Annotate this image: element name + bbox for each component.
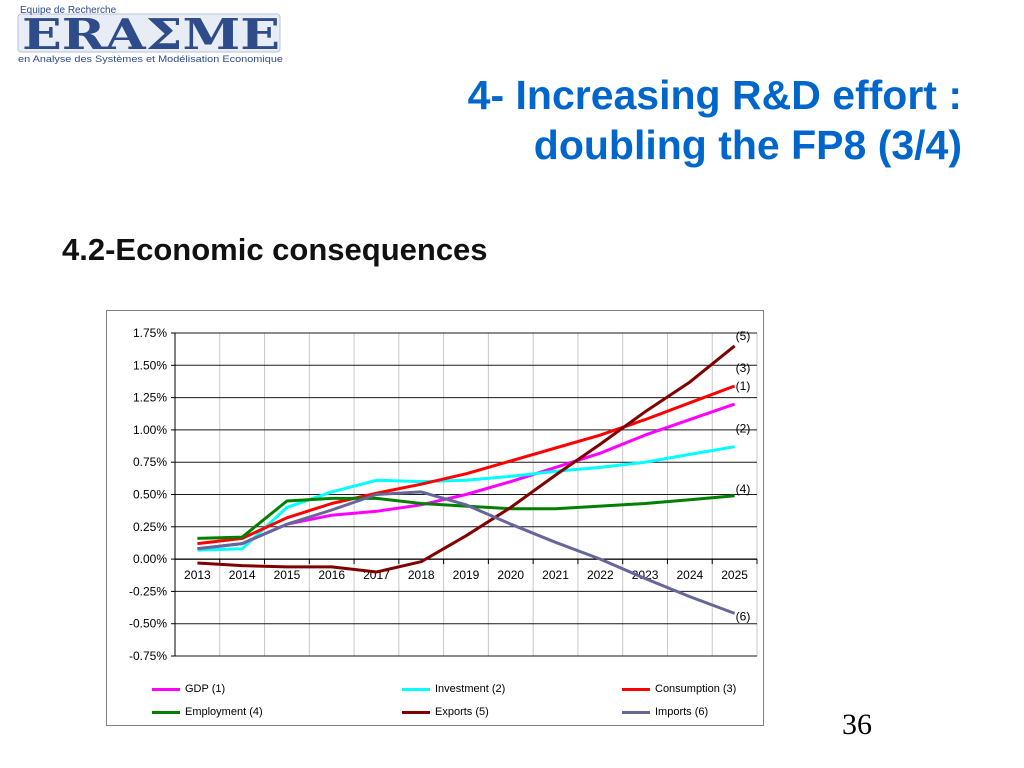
legend-item-2: Investment (2) xyxy=(402,681,505,697)
x-tick-label: 2016 xyxy=(318,568,345,582)
legend-swatch xyxy=(402,687,430,691)
line-chart: -0.75% -0.50% -0.25% 0.00% 0.25% 0.50% 0.75% 1.… xyxy=(129,326,758,663)
legend-swatch xyxy=(152,710,180,714)
series-end-label-5: (5) xyxy=(736,329,751,343)
y-tick-label: 0.25% xyxy=(133,520,167,534)
slide-title-line-2: doubling the FP8 (3/4) xyxy=(533,122,962,168)
y-tick-label: -0.50% xyxy=(129,617,167,631)
y-tick-label: 0.00% xyxy=(133,552,167,566)
page-number: 36 xyxy=(842,708,872,741)
x-tick-label: 2015 xyxy=(274,568,301,582)
x-tick-label: 2018 xyxy=(408,568,435,582)
x-tick-label: 2024 xyxy=(676,568,703,582)
y-tick-label: -0.25% xyxy=(129,584,167,598)
y-tick-label: 1.25% xyxy=(133,391,167,405)
x-tick-label: 2025 xyxy=(721,568,748,582)
legend-item-3: Consumption (3) xyxy=(622,681,736,697)
legend-item-6: Imports (6) xyxy=(622,704,708,720)
chart-frame: -0.75% -0.50% -0.25% 0.00% 0.25% 0.50% 0.75% 1.… xyxy=(106,310,764,726)
erasme-logo: Equipe de Recherche ERAΣME en Analyse de… xyxy=(17,5,283,64)
series-end-label-3: (3) xyxy=(736,361,751,375)
chart-legend: GDP (1) Investment (2) Consumption (3) Empl… xyxy=(147,678,747,724)
legend-label: Exports (5) xyxy=(435,706,489,718)
x-tick-label: 2021 xyxy=(542,568,569,582)
legend-label: Consumption (3) xyxy=(655,683,737,695)
y-tick-label: 0.50% xyxy=(133,488,167,502)
logo-tagline: en Analyse des Systèmes et Modélisation … xyxy=(18,54,283,64)
legend-label: Investment (2) xyxy=(435,683,506,695)
y-tick-label: 0.75% xyxy=(133,455,167,469)
legend-swatch xyxy=(622,710,650,714)
series-line-3 xyxy=(197,384,736,546)
x-tick-label: 2023 xyxy=(632,568,659,582)
x-tick-label: 2014 xyxy=(229,568,256,582)
series-end-label-2: (2) xyxy=(736,422,751,436)
legend-label: GDP (1) xyxy=(185,683,226,695)
series-line-6 xyxy=(197,490,736,615)
y-tick-label: -0.75% xyxy=(129,649,167,663)
legend-swatch xyxy=(402,710,430,714)
x-tick-label: 2022 xyxy=(587,568,614,582)
x-tick-label: 2013 xyxy=(184,568,211,582)
legend-swatch xyxy=(152,687,180,691)
y-tick-label: 1.75% xyxy=(133,326,167,340)
slide-subtitle: 4.2-Economic consequences xyxy=(62,232,488,267)
legend-item-4: Employment (4) xyxy=(152,704,263,720)
logo-name: ERAΣME xyxy=(22,10,280,59)
legend-item-5: Exports (5) xyxy=(402,704,489,720)
y-tick-label: 1.00% xyxy=(133,423,167,437)
legend-swatch xyxy=(622,687,650,691)
series-end-label-4: (4) xyxy=(736,482,751,496)
series-end-label-6: (6) xyxy=(736,609,751,623)
logo-top-text: Equipe de Recherche xyxy=(20,5,117,16)
x-tick-label: 2020 xyxy=(497,568,524,582)
series-end-label-1: (1) xyxy=(736,379,751,393)
slide-title-line-1: 4- Increasing R&D effort : xyxy=(467,72,962,118)
series-line-5 xyxy=(197,344,736,574)
legend-label: Employment (4) xyxy=(185,706,263,718)
y-tick-label: 1.50% xyxy=(133,358,167,372)
legend-label: Imports (6) xyxy=(655,706,709,718)
slide-title: 4- Increasing R&D effort : doubling the … xyxy=(468,70,962,170)
legend-item-1: GDP (1) xyxy=(152,681,225,697)
x-tick-label: 2019 xyxy=(453,568,480,582)
series-line-2 xyxy=(197,445,735,552)
